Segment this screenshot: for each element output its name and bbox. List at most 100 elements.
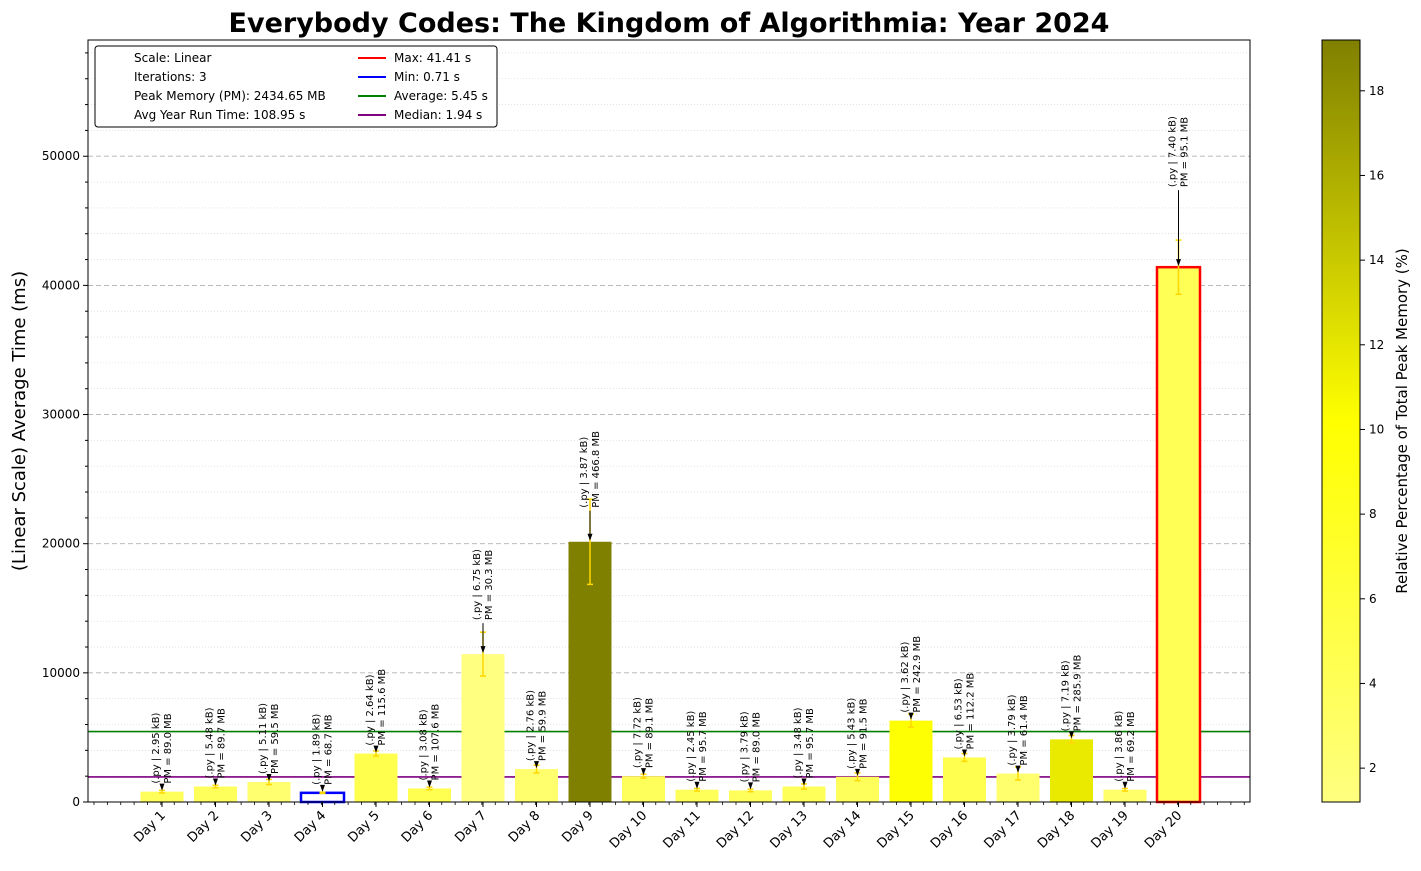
annotation-arrow-head	[641, 768, 646, 776]
annotation-arrow-head	[480, 646, 486, 654]
y-tick-label: 40000	[42, 278, 80, 292]
error-bar-day-11	[694, 787, 700, 792]
x-axis: Day 1 Day 2 Day 3 Day 4 Day 5 Day 6 Day 7 Day 8…	[93, 802, 1245, 852]
colorbar-tick-label: 4	[1369, 676, 1377, 690]
bar-day-1	[140, 791, 184, 802]
annotation-file-label: (.py | 6.75 kB)	[472, 549, 483, 620]
bar-day-20	[1155, 265, 1202, 804]
annotation-file-label: (.py | 7.40 kB)	[1168, 116, 1179, 187]
legend-median-label: Median: 1.94 s	[394, 108, 482, 122]
annotation-file-label: (.py | 1.89 kB)	[312, 714, 323, 785]
annotation-arrow-head	[801, 778, 807, 786]
bar-day-15	[889, 720, 933, 802]
y-tick-label: 0	[72, 795, 80, 809]
colorbar-label: Relative Percentage of Total Peak Memory…	[1393, 248, 1411, 594]
x-tick-label: Day 18	[1035, 808, 1078, 851]
error-bar-day-12	[747, 788, 754, 793]
colorbar-gradient	[1321, 39, 1361, 803]
annotation-file-label: (.py | 3.79 kB)	[740, 711, 751, 782]
error-bars	[159, 239, 1182, 795]
annotation-arrow-head	[962, 749, 967, 757]
bar-day-19	[1103, 789, 1147, 802]
annotation-day-6: (.py | 3.08 kB) PM = 107.6 MB	[419, 704, 442, 788]
legend-box	[94, 45, 498, 128]
annotation-day-3: (.py | 5.11 kB) PM = 59.5 MB	[258, 703, 281, 781]
y-tick-label: 10000	[42, 666, 80, 680]
annotation-day-18: (.py | 7.19 kB) PM = 285.9 MB	[1061, 655, 1084, 739]
x-tick-label: Day 6	[399, 808, 437, 846]
annotation-pm-label: PM = 59.9 MB	[538, 691, 549, 761]
annotation-pm-label: PM = 89.7 MB	[217, 708, 228, 778]
x-tick-label: Day 11	[660, 808, 703, 851]
annotation-day-13: (.py | 3.48 kB) PM = 95.7 MB	[793, 707, 816, 786]
colorbar-tick-label: 8	[1369, 507, 1377, 521]
annotation-day-12: (.py | 3.79 kB) PM = 89.0 MB	[740, 711, 763, 790]
colorbar-tick-label: 6	[1369, 592, 1377, 606]
y-tick-label: 50000	[42, 149, 80, 163]
colorbar-tick-label: 16	[1369, 168, 1384, 182]
x-tick-label: Day 16	[928, 808, 971, 851]
bar-annotations: (.py | 2.95 kB) PM = 89.0 MB (.py | 5.48 k…	[151, 116, 1191, 792]
annotation-day-5: (.py | 2.64 kB) PM = 115.6 MB	[365, 669, 388, 753]
bar-day-5	[354, 753, 398, 802]
annotation-pm-label: PM = 89.0 MB	[163, 713, 174, 783]
colorbar-tick-label: 18	[1369, 84, 1384, 98]
x-tick-label: Day 15	[874, 808, 917, 851]
bar-day-9	[568, 541, 612, 802]
annotation-day-16: (.py | 6.53 kB) PM = 112.2 MB	[954, 673, 977, 757]
annotation-day-7: (.py | 6.75 kB) PM = 30.3 MB	[472, 549, 495, 654]
annotation-arrow-head	[534, 761, 539, 769]
x-tick-label: Day 13	[767, 808, 810, 851]
annotation-file-label: (.py | 3.08 kB)	[419, 709, 430, 780]
annotation-arrow-head	[373, 745, 379, 753]
annotation-pm-label: PM = 95.7 MB	[805, 708, 816, 778]
annotation-arrow-head	[1122, 781, 1128, 789]
annotation-file-label: (.py | 5.43 kB)	[847, 698, 858, 769]
annotation-day-4: (.py | 1.89 kB) PM = 68.7 MB	[312, 714, 335, 792]
annotation-pm-label: PM = 68.7 MB	[324, 714, 335, 784]
y-axis-label: (Linear Scale) Average Time (ms)	[9, 271, 30, 571]
annotation-arrow-head	[213, 778, 218, 786]
annotation-pm-label: PM = 107.6 MB	[431, 704, 442, 781]
annotation-arrow-head	[320, 784, 325, 792]
x-tick-label: Day 4	[292, 808, 330, 846]
annotation-file-label: (.py | 6.53 kB)	[954, 678, 965, 749]
bar-day-6	[408, 788, 451, 802]
annotation-file-label: (.py | 2.95 kB)	[151, 712, 162, 783]
colorbar-tick-label: 10	[1369, 422, 1384, 436]
annotation-file-label: (.py | 3.62 kB)	[900, 641, 911, 712]
colorbar-tick-label: 14	[1369, 253, 1384, 267]
annotation-day-2: (.py | 5.48 kB) PM = 89.7 MB	[205, 707, 228, 786]
annotation-day-10: (.py | 7.72 kB) PM = 89.1 MB	[633, 697, 656, 776]
bars	[140, 265, 1202, 804]
colorbar: 2 4 6 8 10 12 14 16 18 Relative Percentage of To…	[1321, 39, 1411, 803]
bar-day-12	[729, 790, 772, 802]
legend-min-label: Min: 0.71 s	[394, 70, 460, 84]
annotation-pm-label: PM = 95.1 MB	[1180, 117, 1191, 187]
chart-title: Everybody Codes: The Kingdom of Algorith…	[229, 8, 1110, 39]
annotation-file-label: (.py | 3.86 kB)	[1114, 711, 1125, 782]
annotation-file-label: (.py | 2.45 kB)	[686, 711, 697, 782]
x-tick-label: Day 19	[1088, 808, 1131, 851]
annotation-pm-label: PM = 30.3 MB	[484, 550, 495, 620]
error-bar-day-19	[1122, 787, 1128, 792]
annotation-pm-label: PM = 95.7 MB	[698, 711, 709, 781]
x-tick-label: Day 14	[821, 808, 864, 851]
annotation-pm-label: PM = 112.2 MB	[966, 673, 977, 750]
legend-peak-memory: Peak Memory (PM): 2434.65 MB	[134, 89, 326, 103]
annotation-day-19: (.py | 3.86 kB) PM = 69.2 MB	[1114, 711, 1137, 789]
bar-day-13	[782, 786, 826, 802]
annotation-arrow-head	[159, 783, 165, 791]
error-bar-day-4	[319, 791, 326, 795]
annotation-day-15: (.py | 3.62 kB) PM = 242.9 MB	[900, 636, 923, 720]
x-tick-label: Day 1	[131, 808, 169, 846]
annotation-arrow-head	[908, 712, 914, 720]
annotation-file-label: (.py | 3.48 kB)	[793, 707, 804, 778]
annotation-file-label: (.py | 2.76 kB)	[526, 690, 537, 761]
bar-day-11	[675, 789, 719, 802]
annotation-pm-label: PM = 242.9 MB	[912, 636, 923, 713]
annotation-arrow-head	[1069, 731, 1074, 739]
x-tick-label: Day 9	[559, 808, 597, 846]
legend-scale: Scale: Linear	[134, 51, 212, 65]
